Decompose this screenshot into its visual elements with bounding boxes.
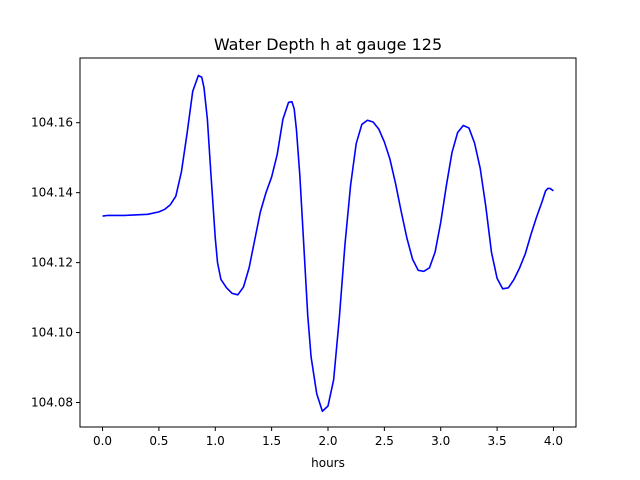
x-tick-label: 0.0 [93,434,112,448]
y-tick-label: 104.08 [31,396,73,410]
y-tick-label: 104.10 [31,326,73,340]
plot-frame [79,57,577,428]
x-axis-label: hours [311,456,345,470]
y-axis: 104.08 104.10 104.12 104.14 104.16 [31,116,80,410]
chart-title: Water Depth h at gauge 125 [214,35,442,54]
series-line-0 [102,74,554,413]
y-tick-label: 104.12 [31,256,73,270]
x-tick-label: 2.5 [375,434,394,448]
x-tick-label: 3.0 [431,434,450,448]
series-layer [102,74,554,413]
x-tick-label: 1.0 [206,434,225,448]
x-tick-label: 0.5 [149,434,168,448]
y-tick-label: 104.14 [31,186,73,200]
x-axis: 0.0 0.5 1.0 1.5 2.0 2.5 3.0 3.5 4.0 [93,427,563,448]
x-tick-label: 3.5 [488,434,507,448]
x-tick-label: 4.0 [544,434,563,448]
x-tick-label: 1.5 [262,434,281,448]
plot-area [79,57,577,428]
y-tick-label: 104.16 [31,116,73,130]
x-tick-label: 2.0 [318,434,337,448]
